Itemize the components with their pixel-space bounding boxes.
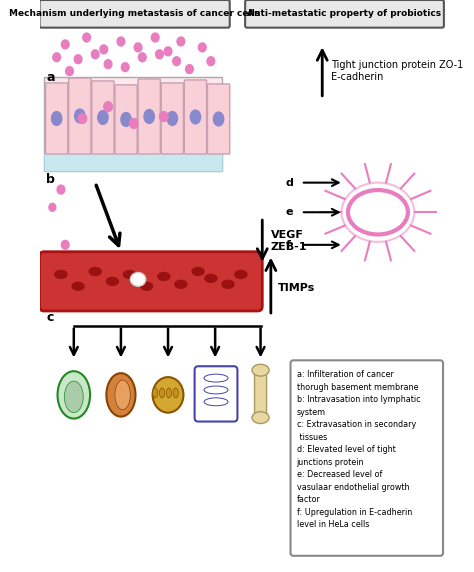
FancyBboxPatch shape <box>184 80 207 154</box>
Text: f: f <box>285 240 291 250</box>
Ellipse shape <box>159 388 164 398</box>
Ellipse shape <box>175 280 187 288</box>
FancyBboxPatch shape <box>46 83 68 154</box>
Circle shape <box>49 204 56 211</box>
Circle shape <box>207 57 215 66</box>
Circle shape <box>91 50 99 59</box>
Text: b: b <box>46 173 55 186</box>
Ellipse shape <box>121 113 131 126</box>
Ellipse shape <box>106 373 136 416</box>
Ellipse shape <box>98 110 108 124</box>
Circle shape <box>138 53 146 62</box>
Circle shape <box>104 59 112 69</box>
Ellipse shape <box>141 283 153 290</box>
FancyBboxPatch shape <box>115 85 137 154</box>
Ellipse shape <box>64 381 83 412</box>
Circle shape <box>129 118 138 128</box>
Text: Mechanism underlying metastasis of cancer cells: Mechanism underlying metastasis of cance… <box>9 9 260 18</box>
Ellipse shape <box>167 112 177 125</box>
Ellipse shape <box>115 380 130 410</box>
Text: a: a <box>46 71 55 84</box>
Ellipse shape <box>153 388 158 398</box>
Ellipse shape <box>173 388 178 398</box>
Ellipse shape <box>75 109 85 123</box>
FancyBboxPatch shape <box>208 84 230 154</box>
Circle shape <box>104 102 112 112</box>
Ellipse shape <box>205 275 217 283</box>
Text: VEGF
ZEB-1: VEGF ZEB-1 <box>271 230 307 252</box>
FancyBboxPatch shape <box>161 83 183 154</box>
Circle shape <box>121 63 129 72</box>
FancyBboxPatch shape <box>92 81 114 154</box>
FancyBboxPatch shape <box>44 153 222 171</box>
Ellipse shape <box>89 268 101 276</box>
Circle shape <box>100 45 108 54</box>
FancyBboxPatch shape <box>138 79 160 154</box>
Circle shape <box>177 37 185 46</box>
FancyBboxPatch shape <box>245 0 444 27</box>
Ellipse shape <box>252 364 269 376</box>
Circle shape <box>66 66 73 76</box>
Ellipse shape <box>192 268 204 276</box>
Circle shape <box>74 55 82 63</box>
Circle shape <box>164 47 172 56</box>
FancyBboxPatch shape <box>39 0 230 27</box>
Ellipse shape <box>57 371 90 419</box>
Circle shape <box>117 37 125 46</box>
Ellipse shape <box>153 377 183 412</box>
Ellipse shape <box>144 110 155 124</box>
Text: a: Infilteration of cancer
thorugh basement membrane
b: Intravasation into lymph: a: Infilteration of cancer thorugh basem… <box>297 370 420 529</box>
Ellipse shape <box>235 271 247 279</box>
Text: c: c <box>46 311 54 324</box>
Ellipse shape <box>213 112 224 126</box>
Circle shape <box>61 40 69 49</box>
Ellipse shape <box>222 280 234 288</box>
FancyBboxPatch shape <box>39 252 262 311</box>
Circle shape <box>155 50 164 59</box>
Circle shape <box>61 240 69 249</box>
Text: e: e <box>285 207 293 217</box>
Ellipse shape <box>124 271 136 279</box>
Ellipse shape <box>55 271 67 279</box>
Circle shape <box>134 43 142 52</box>
Ellipse shape <box>158 272 170 280</box>
Circle shape <box>83 33 91 42</box>
Ellipse shape <box>191 110 201 124</box>
Ellipse shape <box>252 412 269 423</box>
Ellipse shape <box>130 272 146 287</box>
Text: Anti-metastatic property of probiotics: Anti-metastatic property of probiotics <box>247 9 442 18</box>
Text: TIMPs: TIMPs <box>278 283 315 293</box>
Ellipse shape <box>106 277 118 285</box>
Ellipse shape <box>72 283 84 290</box>
Circle shape <box>159 112 168 121</box>
FancyBboxPatch shape <box>195 366 237 422</box>
FancyBboxPatch shape <box>255 368 266 420</box>
FancyBboxPatch shape <box>291 360 443 556</box>
Text: Tight junction protein ZO-1
E-cadherin: Tight junction protein ZO-1 E-cadherin <box>331 60 463 82</box>
Ellipse shape <box>348 190 408 235</box>
Circle shape <box>151 33 159 42</box>
Ellipse shape <box>166 388 172 398</box>
Circle shape <box>78 113 87 124</box>
Circle shape <box>199 43 206 52</box>
Circle shape <box>53 53 61 62</box>
FancyBboxPatch shape <box>44 77 222 171</box>
Ellipse shape <box>52 112 62 125</box>
FancyBboxPatch shape <box>69 78 91 154</box>
Circle shape <box>57 185 65 194</box>
Text: d: d <box>285 178 293 188</box>
Circle shape <box>186 65 193 74</box>
Circle shape <box>173 57 181 66</box>
